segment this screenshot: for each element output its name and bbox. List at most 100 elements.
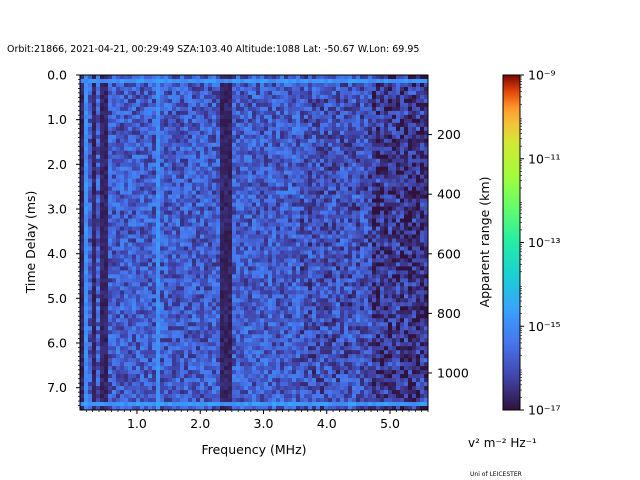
heatmap-cell — [236, 198, 241, 204]
heatmap-cell — [148, 130, 153, 136]
heatmap-cell — [212, 274, 217, 279]
heatmap-cell — [188, 126, 193, 132]
heatmap-cell — [316, 138, 321, 144]
heatmap-cell — [144, 82, 149, 88]
heatmap-cell — [140, 194, 145, 200]
heatmap-cell — [356, 218, 361, 223]
heatmap-cell — [80, 75, 85, 80]
heatmap-cell — [116, 302, 121, 307]
heatmap-cell — [184, 162, 189, 168]
heatmap-cell — [88, 102, 93, 108]
heatmap-cell — [248, 118, 253, 124]
heatmap-cell — [312, 274, 317, 279]
heatmap-cell — [348, 250, 353, 255]
heatmap-cell — [412, 274, 417, 279]
heatmap-cell — [276, 210, 281, 215]
heatmap-cell — [288, 218, 293, 223]
heatmap-cell — [124, 238, 129, 243]
heatmap-cell — [396, 146, 401, 152]
heatmap-cell — [384, 182, 389, 188]
heatmap-cell — [352, 106, 357, 112]
heatmap-cell — [248, 238, 253, 243]
heatmap-cell — [344, 230, 349, 235]
heatmap-cell — [308, 198, 313, 204]
heatmap-cell — [84, 94, 89, 100]
heatmap-cell — [264, 246, 269, 251]
heatmap-cell — [252, 206, 257, 211]
heatmap-cell — [396, 250, 401, 255]
heatmap-cell — [104, 150, 109, 156]
heatmap-cell — [284, 186, 289, 192]
heatmap-cell — [148, 102, 153, 108]
heatmap-cell — [312, 258, 317, 263]
heatmap-cell — [260, 106, 265, 112]
heatmap-cell — [240, 214, 245, 219]
heatmap-cell — [116, 130, 121, 136]
heatmap-cell — [144, 274, 149, 279]
heatmap-cell — [96, 262, 101, 267]
heatmap-cell — [172, 302, 177, 307]
heatmap-cell — [388, 214, 393, 219]
heatmap-cell — [180, 158, 185, 164]
heatmap-cell — [236, 174, 241, 180]
heatmap-cell — [100, 182, 105, 188]
heatmap-cell — [376, 174, 381, 180]
heatmap-cell — [224, 134, 229, 140]
heatmap-cell — [132, 75, 137, 80]
heatmap-cell — [340, 166, 345, 172]
heatmap-cell — [112, 206, 117, 211]
heatmap-cell — [248, 286, 253, 291]
heatmap-cell — [232, 250, 237, 255]
heatmap-cell — [152, 146, 157, 152]
heatmap-cell — [296, 86, 301, 92]
heatmap-cell — [384, 122, 389, 128]
heatmap-cell — [156, 198, 161, 204]
heatmap-cell — [224, 210, 229, 215]
heatmap-cell — [164, 78, 169, 84]
heatmap-cell — [380, 186, 385, 192]
heatmap-cell — [80, 234, 85, 239]
heatmap-cell — [344, 114, 349, 120]
heatmap-cell — [308, 114, 313, 120]
heatmap-cell — [268, 102, 273, 108]
heatmap-cell — [180, 262, 185, 267]
heatmap-cell — [140, 234, 145, 239]
heatmap-cell — [420, 162, 425, 168]
heatmap-cell — [312, 270, 317, 275]
heatmap-cell — [400, 98, 405, 104]
heatmap-cell — [100, 290, 105, 295]
heatmap-cell — [156, 214, 161, 219]
heatmap-cell — [264, 210, 269, 215]
heatmap-cell — [280, 114, 285, 120]
heatmap-cell — [280, 206, 285, 211]
heatmap-cell — [332, 214, 337, 219]
heatmap-cell — [84, 110, 89, 116]
heatmap-cell — [368, 230, 373, 235]
heatmap-cell — [172, 190, 177, 196]
heatmap-cell — [388, 170, 393, 176]
heatmap-cell — [168, 290, 173, 295]
heatmap-cell — [92, 234, 97, 239]
heatmap-cell — [164, 98, 169, 104]
heatmap-cell — [204, 174, 209, 180]
heatmap-cell — [108, 170, 113, 176]
heatmap-cell — [312, 134, 317, 140]
heatmap-cell — [108, 78, 113, 84]
heatmap-cell — [324, 282, 329, 287]
heatmap-cell — [152, 94, 157, 100]
heatmap-cell — [424, 242, 429, 247]
heatmap-cell — [360, 110, 365, 116]
heatmap-cell — [224, 154, 229, 160]
heatmap-cell — [252, 262, 257, 267]
heatmap-cell — [288, 130, 293, 136]
heatmap-cell — [368, 130, 373, 136]
heatmap-cell — [80, 186, 85, 192]
heatmap-cell — [104, 282, 109, 287]
heatmap-cell — [112, 114, 117, 120]
heatmap-cell — [140, 302, 145, 307]
heatmap-cell — [400, 238, 405, 243]
heatmap-cell — [92, 258, 97, 263]
heatmap-cell — [152, 82, 157, 88]
heatmap-cell — [272, 106, 277, 112]
heatmap-cell — [88, 106, 93, 112]
